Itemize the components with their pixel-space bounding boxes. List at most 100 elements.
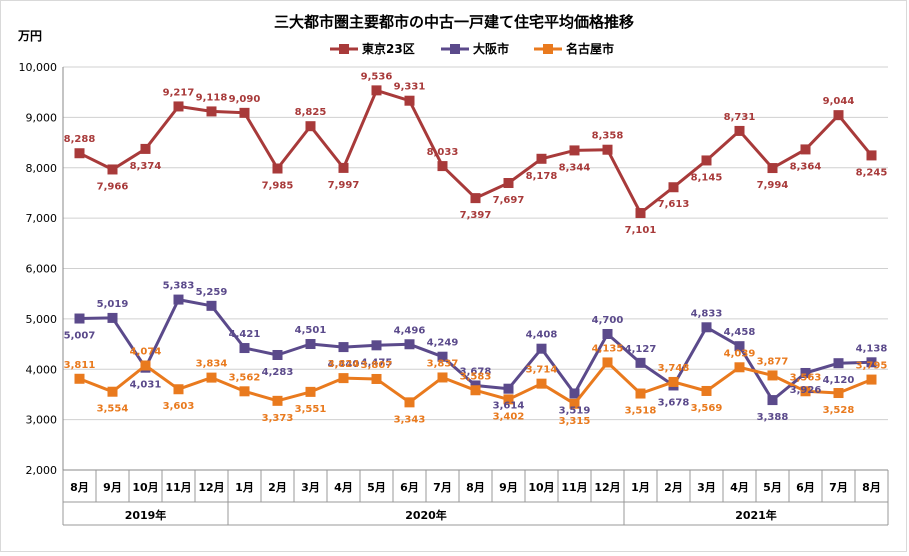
data-point: [800, 367, 811, 378]
data-point: [173, 384, 184, 395]
data-label: 4,458: [724, 327, 756, 338]
data-point: [272, 349, 283, 360]
data-label: 8,364: [790, 161, 822, 172]
x-tick-label: 8月: [466, 481, 485, 494]
y-tick-label: 8,000: [26, 162, 58, 175]
data-label: 4,475: [361, 357, 393, 368]
data-label: 3,562: [229, 372, 261, 383]
data-label: 4,496: [394, 325, 426, 336]
data-point: [536, 153, 547, 164]
data-point: [833, 358, 844, 369]
data-point: [305, 121, 316, 132]
data-label: 8,145: [691, 172, 723, 183]
data-label: 4,031: [130, 380, 162, 391]
data-label: 3,714: [526, 365, 558, 376]
data-label: 4,120: [823, 375, 855, 386]
x-tick-label: 4月: [334, 481, 353, 494]
data-point: [239, 107, 250, 118]
data-label: 7,966: [97, 181, 129, 192]
data-point: [272, 163, 283, 174]
year-label: 2019年: [125, 508, 167, 522]
data-point: [206, 300, 217, 311]
data-point: [404, 397, 415, 408]
x-tick-label: 11月: [561, 481, 587, 494]
data-label: 5,019: [97, 299, 129, 310]
data-point: [107, 386, 118, 397]
data-label: 4,127: [625, 344, 657, 355]
chart-title: 三大都市圏主要都市の中古一戸建て住宅平均価格推移: [274, 13, 634, 31]
data-label: 3,926: [790, 385, 822, 396]
data-label: 3,811: [64, 360, 96, 371]
data-point: [107, 164, 118, 175]
data-label: 4,700: [592, 315, 624, 326]
data-label: 3,563: [790, 372, 822, 383]
x-tick-label: 6月: [400, 481, 419, 494]
legend-marker: [339, 44, 349, 54]
data-label: 3,834: [196, 359, 228, 370]
legend: 東京23区 大阪市 名古屋市: [330, 41, 614, 56]
data-label: 7,985: [262, 181, 294, 192]
x-tick-label: 6月: [796, 481, 815, 494]
data-point: [74, 313, 85, 324]
data-point: [338, 342, 349, 353]
data-point: [635, 208, 646, 219]
x-tick-label: 1月: [235, 481, 254, 494]
data-label: 5,259: [196, 287, 228, 298]
data-point: [602, 144, 613, 155]
data-label: 9,331: [394, 82, 426, 93]
x-tick-label: 9月: [103, 481, 122, 494]
y-axis-unit-label: 万円: [17, 29, 42, 43]
data-label: 4,249: [427, 338, 459, 349]
x-tick-label: 2月: [268, 481, 287, 494]
data-label: 3,748: [658, 363, 690, 374]
data-label: 8,033: [427, 147, 459, 158]
data-label: 7,613: [658, 199, 690, 210]
data-point: [635, 388, 646, 399]
data-point: [437, 372, 448, 383]
data-label: 9,536: [361, 71, 393, 82]
data-point: [536, 378, 547, 389]
x-tick-label: 9月: [499, 481, 518, 494]
data-point: [734, 125, 745, 136]
y-tick-label: 5,000: [26, 313, 58, 326]
data-point: [371, 373, 382, 384]
series-group: [74, 85, 877, 409]
x-tick-label: 7月: [433, 481, 452, 494]
data-label: 4,421: [229, 329, 261, 340]
data-point: [503, 383, 514, 394]
data-point: [272, 395, 283, 406]
x-tick-label: 8月: [862, 481, 881, 494]
data-point: [338, 373, 349, 384]
data-point: [800, 144, 811, 155]
data-point: [371, 340, 382, 351]
y-tick-label: 3,000: [26, 414, 58, 427]
data-point: [437, 351, 448, 362]
data-label: 8,344: [559, 162, 591, 173]
data-label: 4,039: [724, 348, 756, 359]
data-label: 3,603: [163, 401, 195, 412]
data-label: 3,824: [328, 359, 360, 370]
data-label: 3,678: [658, 397, 690, 408]
data-label: 3,583: [460, 371, 492, 382]
data-label: 8,358: [592, 131, 624, 142]
data-label: 3,518: [625, 406, 657, 417]
data-point: [437, 161, 448, 172]
data-point: [173, 294, 184, 305]
x-tick-label: 8月: [70, 481, 89, 494]
data-label: 3,519: [559, 405, 591, 416]
data-point: [173, 101, 184, 112]
y-tick-label: 10,000: [19, 61, 58, 74]
data-point: [833, 388, 844, 399]
data-label: 4,440: [328, 359, 360, 370]
data-point: [569, 388, 580, 399]
data-label: 4,074: [130, 347, 162, 358]
data-label: 5,007: [64, 331, 96, 342]
x-tick-label: 3月: [301, 481, 320, 494]
data-label: 4,501: [295, 325, 327, 336]
data-point: [74, 373, 85, 384]
data-label: 4,283: [262, 367, 294, 378]
data-label: 7,997: [328, 180, 360, 191]
data-label: 9,118: [196, 92, 228, 103]
x-tick-label: 12月: [198, 481, 224, 494]
data-label: 3,528: [823, 405, 855, 416]
